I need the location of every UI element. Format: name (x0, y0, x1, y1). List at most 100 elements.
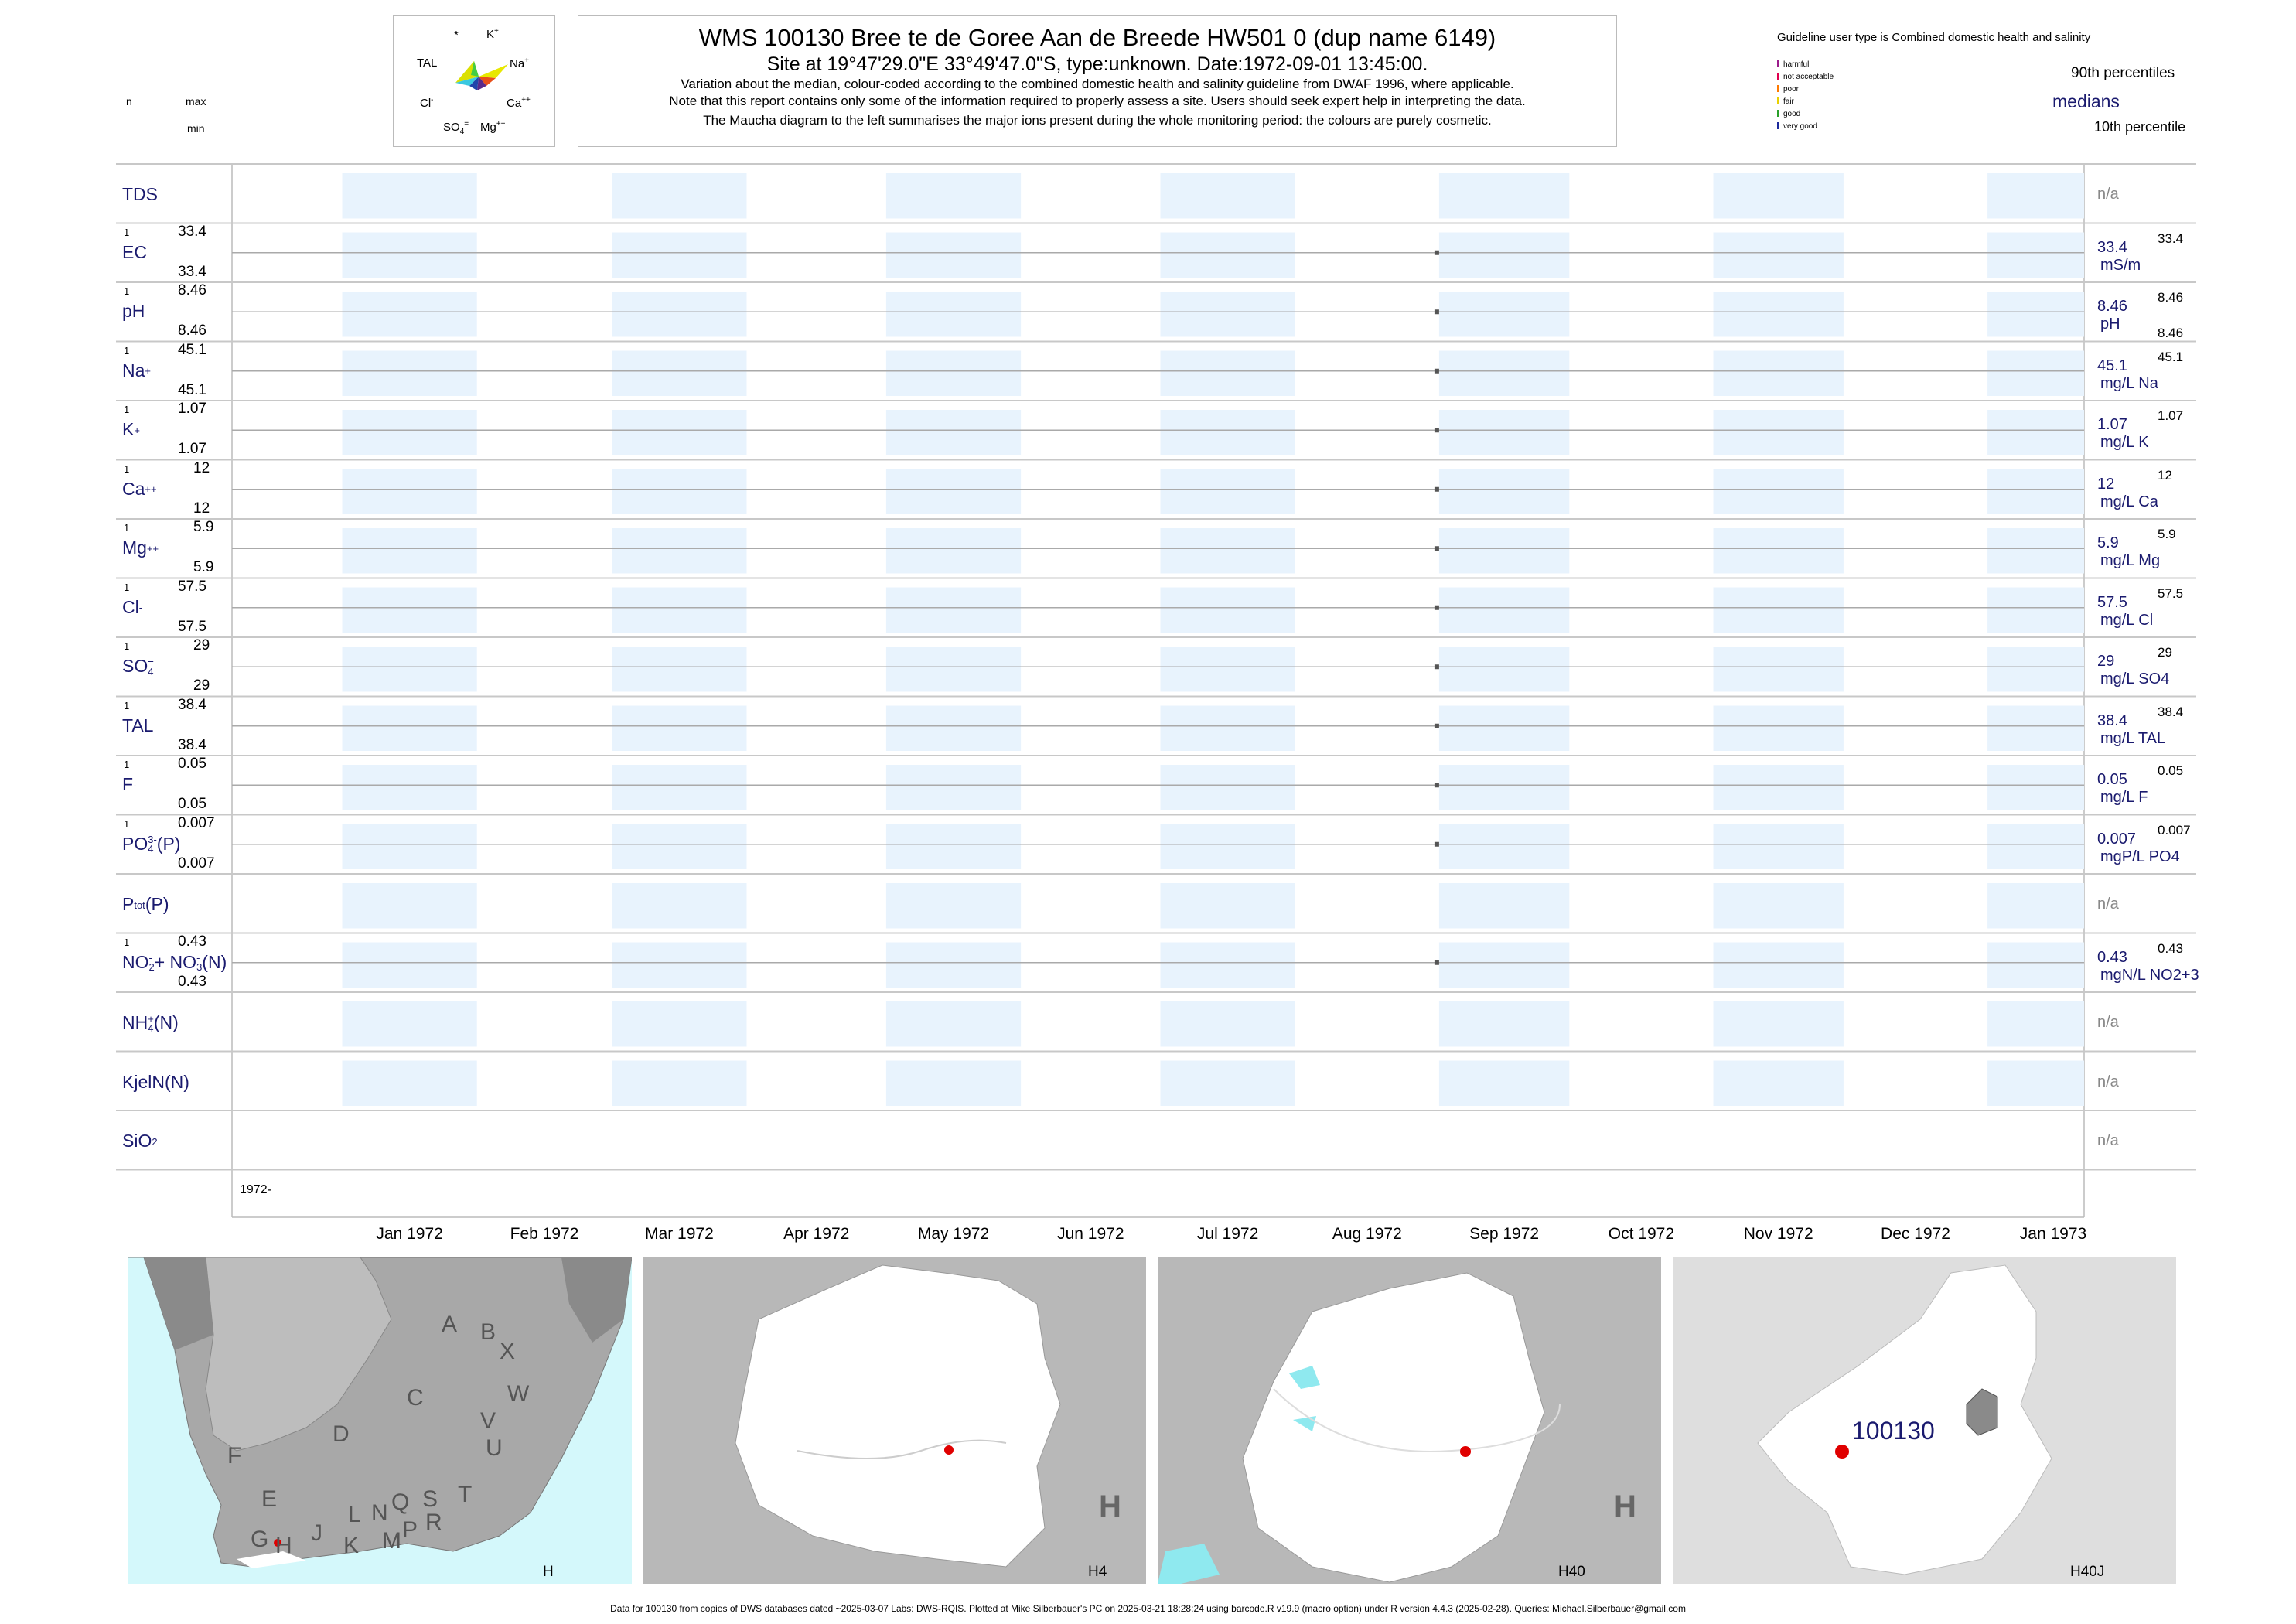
data-point (1434, 546, 1439, 551)
month-band (1160, 1060, 1295, 1106)
month-band (1160, 765, 1295, 810)
row-n: 1 (124, 522, 130, 534)
map-region-label-u: U (486, 1435, 503, 1461)
site-id-label: 100130 (1852, 1417, 1935, 1445)
month-band (342, 350, 477, 396)
row-label: SiO 2 (122, 1131, 158, 1151)
map-region-label-h: H (275, 1533, 292, 1558)
row-label: NO -2 + NO -3 (N) (122, 951, 227, 974)
row-max: 0.007 (178, 814, 215, 831)
row-label: TAL (122, 715, 154, 735)
month-band (612, 942, 747, 988)
row-max: 12 (193, 459, 210, 476)
row-right-max: 29 (2158, 645, 2172, 660)
month-band (1987, 528, 2084, 574)
row-min: 12 (193, 500, 210, 517)
month-band (342, 942, 477, 988)
row-n: 1 (124, 285, 130, 297)
month-band (1160, 410, 1295, 455)
month-band (1438, 587, 1570, 633)
row-n: 1 (124, 759, 130, 770)
map-region-label-l: L (348, 1502, 361, 1527)
row-label: Ca ++ (122, 478, 157, 499)
map-region-label-t: T (458, 1482, 473, 1507)
row-unit: mg/L F (2100, 789, 2148, 806)
x-tick-label: Jan 1973 (2019, 1225, 2087, 1243)
maucha-label-so4: SO4= (443, 120, 469, 136)
row-n: 1 (124, 462, 130, 475)
year-label: 1972- (240, 1183, 271, 1196)
month-band (1160, 647, 1295, 692)
map-region-label-b: B (480, 1319, 496, 1345)
month-band (1438, 647, 1570, 692)
x-tick-label: May 1972 (917, 1225, 990, 1243)
month-band (1160, 705, 1295, 751)
month-band (342, 469, 477, 514)
month-band (1713, 942, 1844, 988)
map-region-label-w: W (507, 1381, 530, 1407)
row-n: 1 (124, 699, 130, 711)
row-unit: mg/L K (2100, 434, 2149, 451)
x-tick-label: Dec 1972 (1881, 1225, 1950, 1243)
month-band (885, 765, 1022, 810)
row-unit: mg/L TAL (2100, 729, 2166, 747)
legend-p10: 10th percentile (2094, 119, 2186, 135)
x-tick-label: Sep 1972 (1469, 1225, 1540, 1243)
month-band (612, 1001, 747, 1047)
month-band (342, 587, 477, 633)
month-band (342, 765, 477, 810)
row-label: KjelN(N) (122, 1071, 189, 1092)
month-band (1987, 824, 2084, 869)
row-max: 29 (193, 637, 210, 653)
month-band (1713, 647, 1844, 692)
map-h40j-shape (1757, 1264, 2052, 1575)
row-median-value: 0.43 (2097, 948, 2127, 966)
row-na: n/a (2097, 1073, 2119, 1090)
month-band (885, 528, 1022, 574)
row-min: 8.46 (178, 322, 206, 339)
maucha-star-shape (455, 61, 508, 90)
month-band (885, 883, 1022, 929)
row-n: 1 (124, 640, 130, 652)
row-max: 38.4 (178, 696, 206, 713)
month-band (612, 587, 747, 633)
month-band (342, 528, 477, 574)
map-code-h40: H40 (1558, 1564, 1585, 1580)
legend-item-not-acceptable: not acceptable (1783, 73, 1834, 81)
header-note-3: The Maucha diagram to the left summarise… (703, 113, 1492, 128)
row-min: 33.4 (178, 263, 206, 280)
month-band (1987, 647, 2084, 692)
map-region-label-d: D (333, 1421, 350, 1447)
map-h4-shape (735, 1264, 1061, 1568)
month-band (612, 1060, 747, 1106)
row-label: NH +4 (N) (122, 1012, 179, 1034)
month-band (885, 292, 1022, 337)
row-label: Cl - (122, 596, 143, 617)
month-band (1160, 232, 1295, 278)
row-right-max: 57.5 (2158, 585, 2184, 601)
row-label: TDS (122, 184, 158, 204)
month-band (1438, 765, 1570, 810)
x-tick-label: Apr 1972 (783, 1225, 850, 1243)
map-region-label-s: S (422, 1486, 438, 1512)
row-min: 45.1 (178, 381, 206, 398)
data-point (1434, 250, 1439, 255)
site-marker-h40j (1835, 1445, 1849, 1459)
legend-color-scale: harmful not acceptable poor fair good ve… (1777, 60, 1932, 145)
map-region-label-n: N (371, 1500, 388, 1526)
map-code-h40j: H40J (2070, 1564, 2105, 1580)
month-band (1713, 173, 1844, 219)
month-band (1713, 883, 1844, 929)
maucha-label-ca: Ca++ (507, 96, 531, 110)
month-band (1987, 173, 2084, 219)
month-band (885, 647, 1022, 692)
chart-grid (116, 163, 2196, 1218)
map-region-label-e: E (261, 1486, 278, 1512)
month-band (1713, 705, 1844, 751)
month-band (885, 350, 1022, 396)
row-unit: mg/L SO4 (2100, 670, 2170, 687)
row-max: 0.43 (178, 933, 206, 950)
month-band (342, 232, 477, 278)
map-region-label-j: J (311, 1520, 322, 1546)
data-point (1434, 486, 1439, 492)
